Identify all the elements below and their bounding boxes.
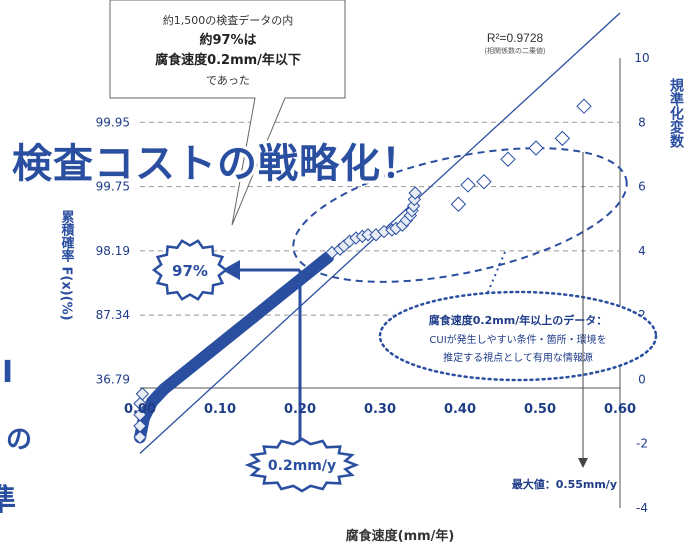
y-right-tick-labels: -4 -2 0 2 4 6 8 10 (634, 51, 649, 515)
data-point-outlier-2 (476, 174, 492, 190)
callout-top-line4: であった (206, 74, 250, 87)
y-right-tick-3: 2 (638, 308, 646, 322)
y-left-tick-3: 99.75 (96, 180, 130, 194)
data-point-outlier-5 (554, 130, 571, 147)
y-left-tick-0: 36.79 (96, 372, 130, 386)
x-axis-label: 腐食速度(mm/年) (346, 528, 455, 544)
data-point-low-1 (133, 419, 147, 433)
data-point-dense-17 (408, 186, 422, 200)
callout-top-line2: 約97%は (199, 32, 256, 48)
outlier-ellipse (292, 147, 628, 283)
data-curve (134, 251, 334, 444)
x-tick-2: 0.20 (284, 402, 316, 417)
r2-text: R²=0.9728 (487, 31, 544, 45)
data-point-low-3 (133, 396, 147, 411)
callout-top-line3: 腐食速度0.2mm/年以下 (155, 52, 301, 68)
y-right-tick-5: 6 (638, 180, 646, 194)
y-left-tick-4: 99.95 (96, 115, 130, 129)
callout-top-line1: 約1,500の検査データの内 (163, 13, 294, 27)
data-point-outlier-4 (528, 140, 544, 156)
x-tick-4: 0.40 (444, 402, 476, 417)
y-right-tick-4: 4 (638, 244, 646, 258)
chart-title: 検査コストの戦略化！ (12, 141, 422, 187)
left-fragment-2: の (6, 425, 32, 455)
badge-02-starburst (244, 437, 360, 493)
callout-top-box (109, 0, 346, 226)
y-right-tick-0: -4 (636, 501, 648, 515)
data-point-outlier-3 (500, 151, 516, 167)
badge-02-text: 0.2mm/y (268, 458, 336, 474)
y-right-tick-6: 8 (638, 115, 646, 129)
data-point-outlier-6 (576, 98, 592, 114)
data-point-low-4 (135, 387, 150, 401)
x-tick-6: 0.60 (604, 402, 636, 417)
left-fragment-1: I (2, 355, 13, 390)
badge-97-starburst (151, 239, 229, 301)
callout-bubble-line1: 腐食速度0.2mm/年以上のデータ： (429, 313, 607, 327)
data-markers (133, 98, 592, 444)
y-left-tick-2: 98.19 (96, 244, 130, 258)
y-right-tick-1: -2 (636, 437, 648, 451)
data-point-outlier-1 (460, 177, 476, 193)
callout-bubble (378, 290, 658, 382)
data-curve-layer (134, 251, 334, 444)
y-right-axis-label: 規準化変数 (668, 78, 684, 149)
callout-bubble-line3: 推定する視点として有用な情報源 (443, 351, 593, 364)
bubble-tail (487, 251, 506, 293)
left-fragment-3: 準 (0, 483, 16, 518)
r2-note: (相関係数の二乗値) (485, 46, 546, 55)
badge-97-text: 97% (172, 262, 208, 280)
max-value-label: 最大値：0.55mm/y (512, 477, 617, 491)
y-right-tick-2: 0 (638, 372, 646, 386)
data-point-low-0 (133, 430, 147, 444)
arrow-97-head (222, 260, 240, 280)
data-point-outlier-0 (450, 196, 467, 212)
x-tick-1: 0.10 (204, 402, 236, 417)
y-right-tick-7: 10 (634, 51, 649, 65)
x-tick-3: 0.30 (364, 402, 396, 417)
data-point-low-2 (133, 408, 147, 422)
x-tick-0: 0.00 (124, 402, 156, 417)
y-left-tick-labels: 36.79 87.34 98.19 99.75 99.95 (96, 115, 130, 386)
x-tick-5: 0.50 (524, 402, 556, 417)
x-tick-labels: 0.00 0.10 0.20 0.30 0.40 0.50 0.60 (124, 402, 636, 417)
y-left-axis-label: 累積確率 F(x)(%) (59, 209, 76, 320)
y-left-tick-1: 87.34 (96, 308, 130, 322)
callout-bubble-line2: CUIが発生しやすい条件・箇所・環境を (429, 333, 606, 346)
